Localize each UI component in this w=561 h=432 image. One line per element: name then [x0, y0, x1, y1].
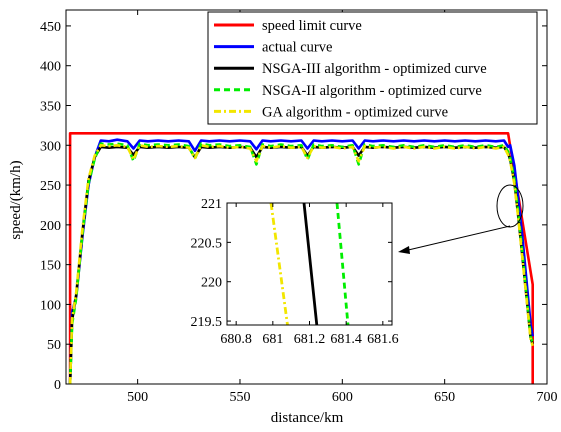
- inset-x-tick-label: 681.2: [294, 332, 326, 347]
- main-plot-area: [68, 132, 535, 384]
- x-axis-label: distance/km: [271, 410, 344, 426]
- legend-label-speed-limit-curve: speed limit curve: [262, 18, 362, 34]
- y-tick-label: 150: [40, 259, 61, 274]
- zoom-ellipse: [496, 184, 524, 228]
- inset-y-tick-label: 220.5: [191, 236, 223, 251]
- inset-series-line-nsga-iii-algorithm-optimized-curve: [302, 203, 319, 325]
- inset-x-tick-label: 681.6: [367, 332, 399, 347]
- legend-label-ga-algorithm-optimized-curve: GA algorithm - optimized curve: [262, 104, 448, 120]
- inset-y-tick-label: 219.5: [191, 315, 223, 330]
- inset-series-group: [269, 203, 350, 325]
- inset-zoom-plot: 680.8 681 681.2 681.4 681.6 219.5 220 220.5 221: [168, 186, 399, 352]
- inset-series-line-ga-algorithm-optimized-curve: [269, 203, 289, 325]
- y-tick-label: 200: [40, 219, 61, 234]
- series-line-ga-algorithm-optimized-curve: [68, 144, 534, 384]
- legend-label-nsga-ii-algorithm-optimized-curve: NSGA-II algorithm - optimized curve: [262, 83, 482, 99]
- inset-x-tick-label: 681: [262, 332, 283, 347]
- y-tick-label: 0: [54, 378, 61, 393]
- zoom-arrowhead: [398, 246, 410, 254]
- y-tick-label: 300: [40, 139, 61, 154]
- y-tick-label: 450: [40, 20, 61, 35]
- zoom-arrow-line: [403, 225, 511, 252]
- inset-y-tick-label: 221: [201, 197, 222, 212]
- zoom-marker: [398, 184, 524, 254]
- main-axes: 500 550 600 650 700 0 50 100 150 200 250 300 350 400 4…: [40, 9, 558, 405]
- legend-box: [207, 11, 538, 125]
- y-tick-label: 350: [40, 99, 61, 114]
- series-group: [68, 132, 535, 384]
- y-axis-label: speed/(km/h): [8, 160, 24, 239]
- legend-label-nsga-iii-algorithm-optimized-curve: NSGA-III algorithm - optimized curve: [262, 61, 487, 77]
- y-tick-label: 100: [40, 298, 61, 313]
- inset-background: [168, 186, 398, 352]
- y-tick-label: 50: [47, 338, 61, 353]
- x-tick-label: 550: [229, 390, 250, 405]
- x-tick-label: 650: [434, 390, 455, 405]
- legend: speed limit curve actual curve NSGA-III al…: [207, 11, 538, 125]
- series-line-actual-curve: [68, 138, 534, 384]
- inset-x-tick-label: 680.8: [220, 332, 252, 347]
- x-tick-label: 600: [332, 390, 353, 405]
- x-tick-label: 700: [537, 390, 558, 405]
- y-tick-label: 400: [40, 60, 61, 75]
- x-tick-label: 500: [127, 390, 148, 405]
- inset-series-line-nsga-ii-algorithm-optimized-curve: [335, 203, 350, 325]
- y-tick-label: 250: [40, 179, 61, 194]
- series-line-speed-limit-curve: [68, 132, 535, 384]
- plot-frame: [65, 9, 548, 385]
- inset-y-tick-label: 220: [201, 276, 222, 291]
- legend-label-actual-curve: actual curve: [262, 40, 332, 56]
- inset-x-tick-label: 681.4: [330, 332, 362, 347]
